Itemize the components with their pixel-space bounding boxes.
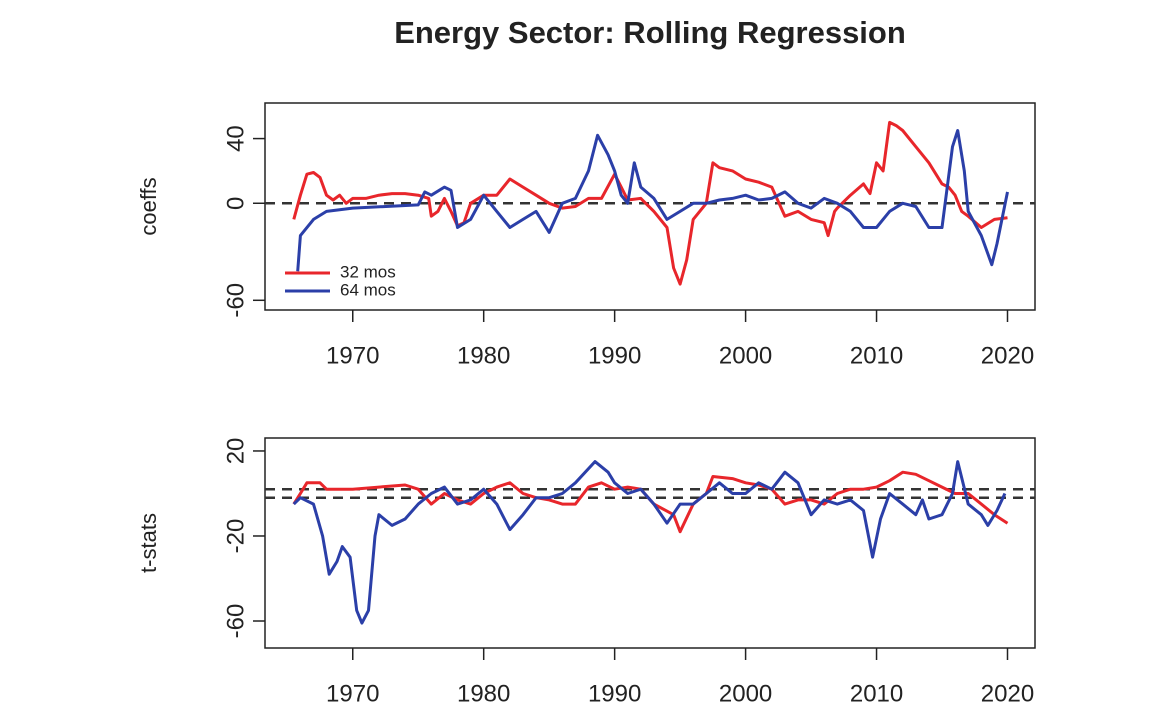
y-tick-label: 40	[222, 125, 249, 152]
legend-label: 64 mos	[340, 280, 396, 299]
x-tick-label: 2020	[981, 680, 1034, 707]
y-tick-label: -20	[222, 519, 249, 554]
x-tick-label: 1990	[588, 680, 641, 707]
x-tick-label: 1980	[457, 342, 510, 369]
legend-label: 32 mos	[340, 262, 396, 281]
x-tick-label: 2000	[719, 342, 772, 369]
x-tick-label: 2010	[850, 342, 903, 369]
x-tick-label: 2000	[719, 680, 772, 707]
chart-title: Energy Sector: Rolling Regression	[394, 15, 906, 50]
y-axis-title: t-stats	[136, 513, 161, 573]
y-tick-label: -60	[222, 283, 249, 318]
y-tick-label: 0	[222, 197, 249, 210]
x-tick-label: 1980	[457, 680, 510, 707]
x-tick-label: 2020	[981, 342, 1034, 369]
plot-frame	[264, 437, 1036, 649]
y-tick-label: -60	[222, 604, 249, 639]
x-tick-label: 1970	[326, 680, 379, 707]
y-axis-title: coeffs	[136, 177, 161, 235]
data-line	[296, 129, 1009, 272]
x-tick-label: 1970	[326, 342, 379, 369]
x-tick-label: 1990	[588, 342, 641, 369]
data-line	[292, 470, 1009, 534]
data-line	[292, 460, 1007, 625]
data-line	[292, 120, 1008, 286]
y-tick-label: 20	[222, 438, 249, 465]
x-tick-label: 2010	[850, 680, 903, 707]
plot-frame	[264, 102, 1036, 311]
